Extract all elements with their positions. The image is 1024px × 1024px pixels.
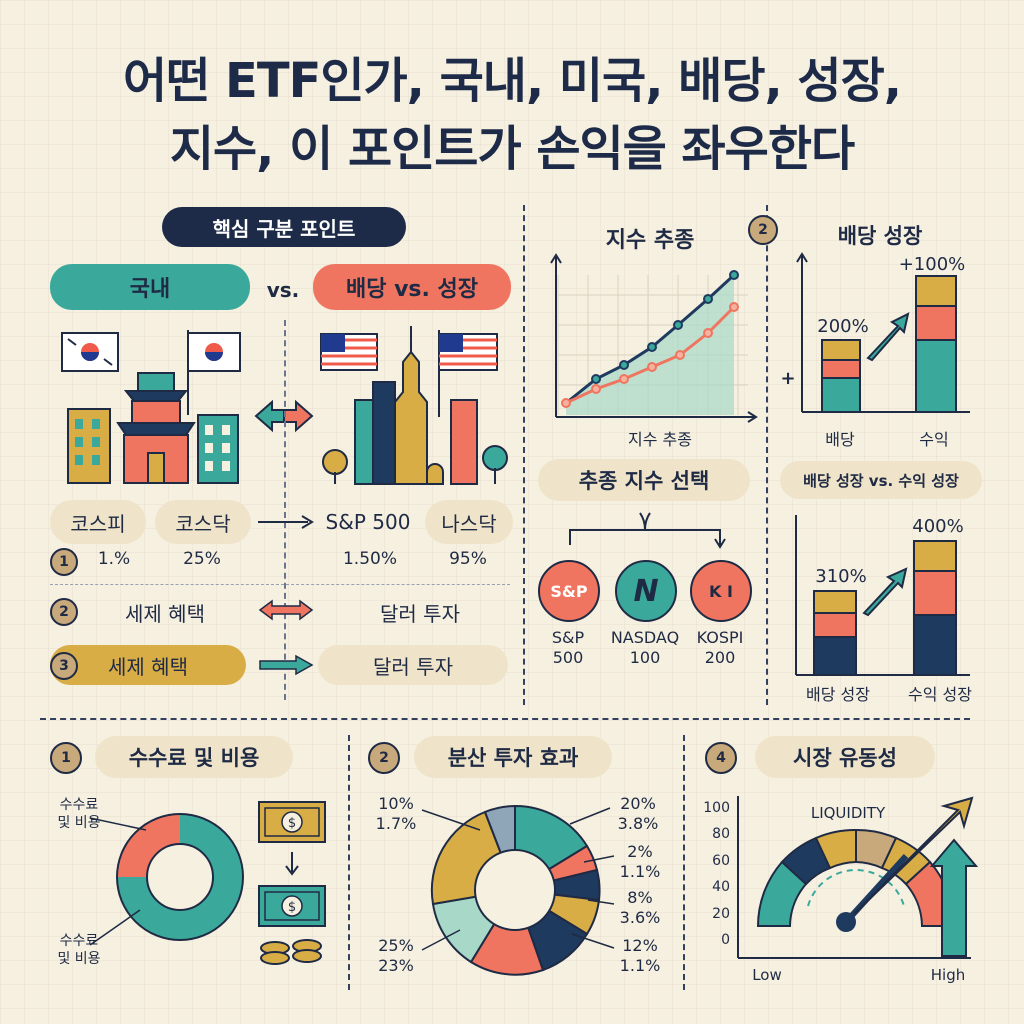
divider-vertical-1 [523, 205, 525, 705]
number-badge-3: 3 [50, 652, 78, 680]
index-tracking-title: 지수 추종 [605, 228, 695, 253]
divider-vertical-3 [348, 735, 350, 990]
index-tracking-chart [550, 253, 758, 423]
index-name-nasdaq: NASDAQ 100 [610, 628, 680, 667]
arrow-right-icon [258, 515, 314, 529]
liquidity-low-label: Low [752, 966, 782, 984]
liquidity-y-ticks: 100 80 60 40 20 0 [703, 800, 730, 949]
chart2-right-value: 400% [912, 516, 964, 537]
nasdaq-logo-icon: N [615, 560, 677, 622]
money-bills-coins-icon: $ $ [258, 801, 326, 965]
index-name-sp: S&P 500 [551, 628, 585, 667]
number-badge-dividend: 2 [748, 215, 778, 245]
diversification-pill: 분산 투자 효과 [414, 736, 612, 778]
index-select-pill: 추종 지수 선택 [538, 459, 750, 501]
market-sp500: S&P 500 [325, 510, 411, 534]
diversification-donut-chart [430, 804, 601, 976]
vs-label: vs. [266, 278, 300, 302]
tax-benefit-label: 세제 혜택 [125, 602, 205, 626]
index-tracking-xlabel: 지수 추종 [628, 430, 692, 449]
fees-donut-chart [116, 813, 244, 941]
domestic-pill: 국내 [50, 264, 250, 310]
liquidity-gauge-chart [737, 796, 979, 959]
key-points-header: 핵심 구분 포인트 [162, 207, 406, 247]
dividend-growth-pill: 배당 vs. 성장 [313, 264, 511, 310]
number-badge-liquidity: 4 [705, 742, 737, 774]
value-sp500: 1.50% [342, 549, 397, 569]
divider-key-center [284, 320, 286, 700]
fees-pill: 수수료 및 비용 [95, 736, 293, 778]
dividend-bar-chart-1 [796, 252, 970, 413]
div-label-right-2: 2% 1.1% [619, 842, 661, 881]
fees-label-bottom: 수수료 및 비용 [57, 933, 101, 967]
diversification-leader-lines [421, 807, 615, 951]
divider-vertical-2 [766, 205, 768, 705]
dollar-invest-label: 달러 투자 [380, 602, 460, 626]
chart2-left-value: 310% [815, 566, 867, 587]
value-kospi: 1.% [97, 549, 131, 569]
liquidity-gauge-label: LIQUIDITY [810, 804, 886, 822]
chart2-right-label: 수익 성장 [908, 685, 972, 704]
div-label-right-3: 8% 3.6% [619, 888, 661, 927]
row-divider [50, 584, 510, 585]
div-label-left-bottom: 25% 23% [378, 936, 414, 975]
dollar-invest-pill: 달러 투자 [318, 645, 508, 685]
value-kosdaq: 25% [183, 549, 221, 569]
page-title-line1: 어떤 ETF인가, 국내, 미국, 배당, 성장, [123, 53, 902, 109]
dividend-bar-chart-2 [795, 515, 970, 676]
chart1-left-label: 배당 [825, 430, 855, 449]
div-label-right-4: 12% 1.1% [619, 936, 661, 975]
number-badge-2: 2 [50, 598, 78, 626]
svg-text:$: $ [288, 900, 296, 915]
chart1-left-value: 200% [817, 316, 869, 337]
market-kosdaq: 코스닥 [155, 500, 251, 544]
korea-landmark-icon [61, 330, 241, 484]
svg-text:$: $ [288, 816, 296, 831]
liquidity-pill: 시장 유동성 [755, 736, 935, 778]
teal-arrow-icon [259, 654, 314, 676]
page-title-line2: 지수, 이 포인트가 손익을 좌우한다 [169, 121, 855, 177]
market-kospi: 코스피 [50, 500, 146, 544]
value-nasdaq: 95% [449, 549, 487, 569]
us-skyline-icon [320, 326, 508, 485]
chart2-left-label: 배당 성장 [806, 685, 870, 704]
branch-connector-icon [569, 512, 726, 549]
div-label-left-top: 10% 1.7% [375, 794, 417, 833]
plus-sign: + [780, 368, 796, 389]
dividend-vs-profit-pill: 배당 성장 vs. 수익 성장 [780, 461, 982, 499]
number-badge-diversification: 2 [368, 742, 400, 774]
number-badge-1: 1 [50, 548, 78, 576]
sp-logo-icon: S&P [538, 560, 600, 622]
div-label-right-1: 20% 3.8% [617, 794, 659, 833]
fees-label-top: 수수료 및 비용 [57, 797, 101, 831]
number-badge-fees: 1 [50, 742, 82, 774]
dividend-growth-title: 배당 성장 [837, 224, 923, 248]
chart1-right-value: +100% [898, 254, 966, 275]
divider-vertical-4 [683, 735, 685, 990]
tax-benefit-pill: 세제 혜택 [50, 645, 246, 685]
index-name-kospi: KOSPI 200 [696, 628, 744, 667]
liquidity-high-label: High [930, 966, 966, 984]
market-nasdaq: 나스닥 [425, 500, 513, 544]
chart1-right-label: 수익 [919, 430, 949, 449]
divider-horizontal [40, 718, 970, 720]
kospi-logo-icon: K I [690, 560, 752, 622]
coral-double-arrow-icon [258, 599, 314, 621]
fees-leader-lines [89, 817, 147, 946]
